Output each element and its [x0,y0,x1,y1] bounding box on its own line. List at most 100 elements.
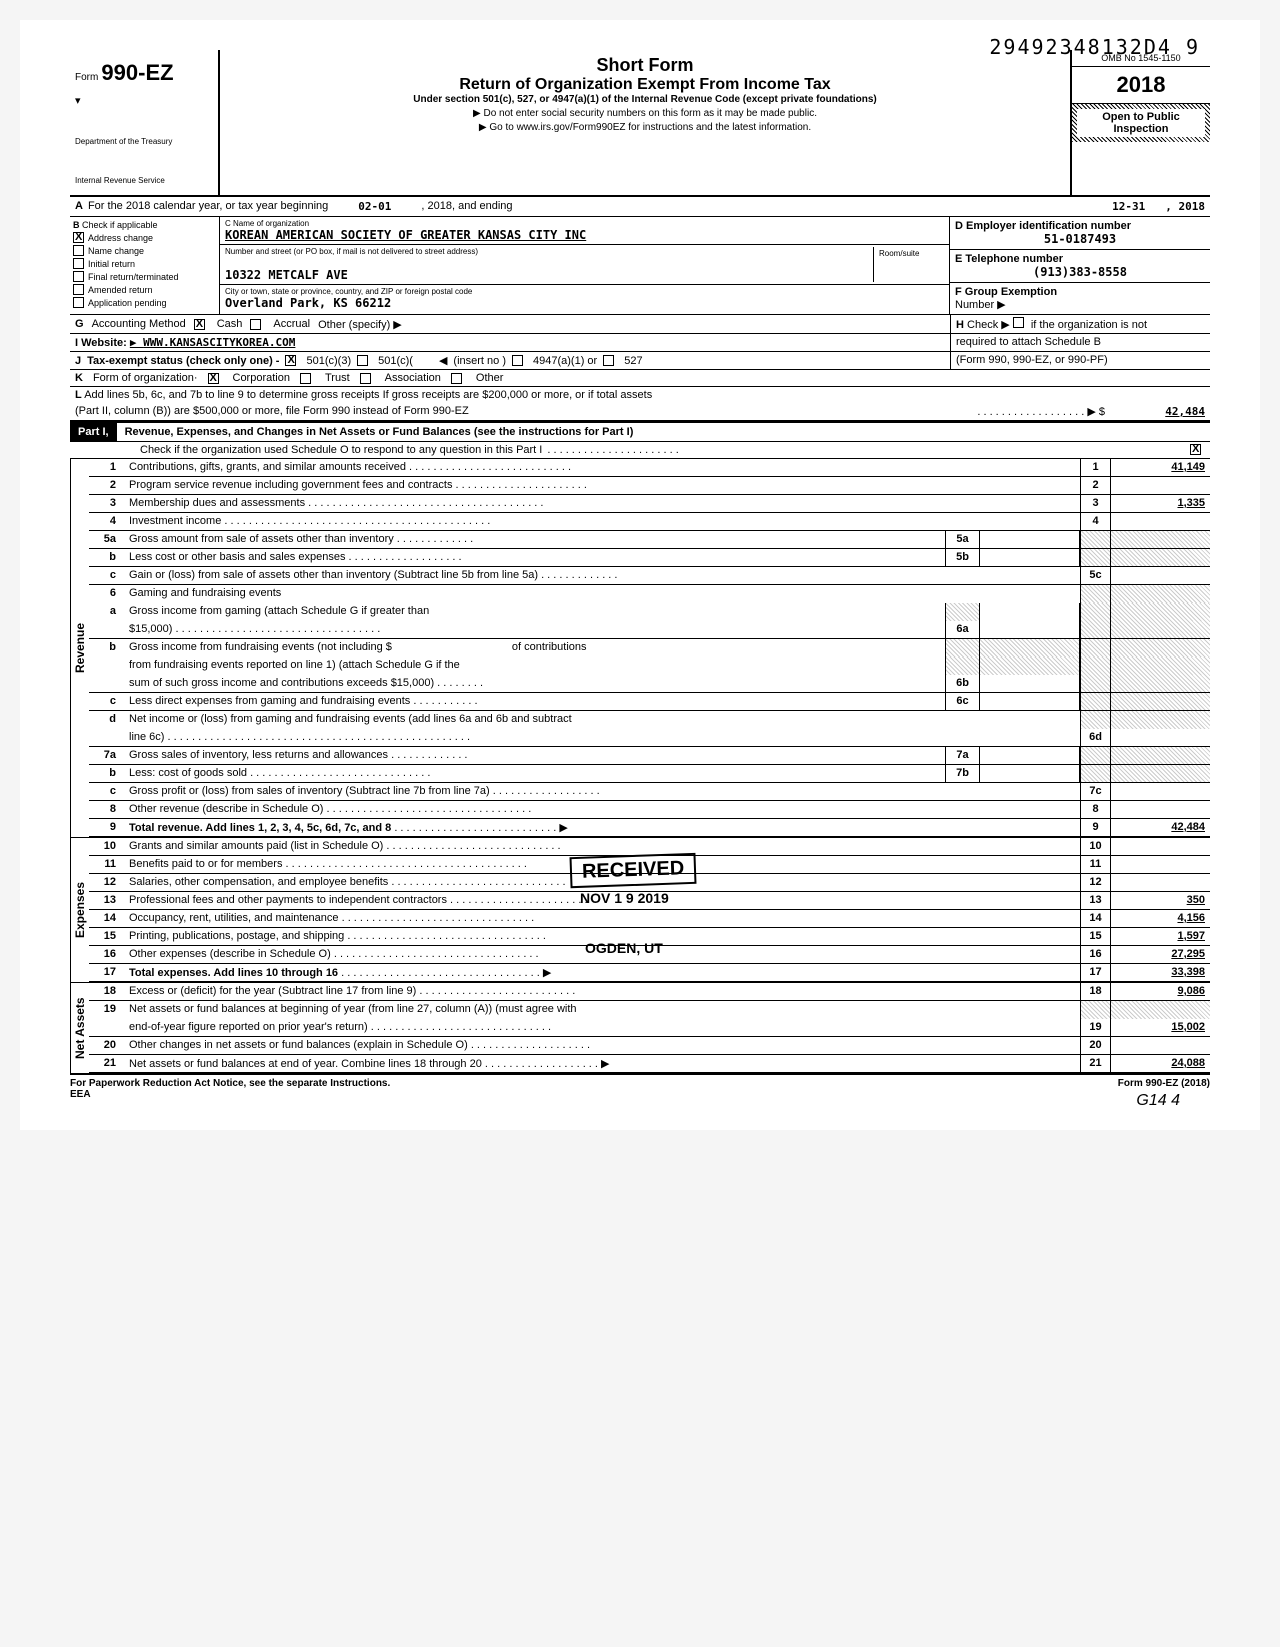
l6d-num: d [89,711,124,729]
lbl-name: Name change [88,246,144,256]
l2-val [1110,477,1210,494]
l5b-num: b [89,549,124,566]
l3-desc: Membership dues and assessments . . . . … [124,495,1080,512]
l6a-desc: Gross income from gaming (attach Schedul… [124,603,945,621]
lbl-initial: Initial return [88,259,135,269]
street: 10322 METCALF AVE [225,268,873,282]
l2-desc: Program service revenue including govern… [124,477,1080,494]
lineH-text1: Check ▶ [967,319,1010,331]
l9-desc: Total revenue. Add lines 1, 2, 3, 4, 5c,… [124,819,1080,836]
lbl-cash: Cash [217,318,243,330]
l7b-mn: 7b [945,765,980,782]
lineK-text: Form of organization· [93,372,198,384]
l12-num: 12 [89,874,124,891]
label-k: K [75,372,83,384]
chk-other-org[interactable] [451,373,462,384]
chk-corp[interactable] [208,373,219,384]
l3-num: 3 [89,495,124,512]
lineJ-text: Tax-exempt status (check only one) - [87,355,279,367]
chk-name[interactable] [73,245,84,256]
l14-en: 14 [1080,910,1110,927]
l7c-num: c [89,783,124,800]
chk-final[interactable] [73,271,84,282]
lineL-text2: (Part II, column (B)) are $500,000 or mo… [75,405,469,418]
l6d-desc2: line 6c) . . . . . . . . . . . . . . . .… [124,729,1080,746]
chk-assoc[interactable] [360,373,371,384]
form-page: 29492348132D4 9 Form 990-EZ ▾ Department… [20,20,1260,1130]
lbl-address: Address change [88,233,153,243]
col-de: D Employer identification number 51-0187… [950,217,1210,314]
city: Overland Park, KS 66212 [225,296,944,310]
l13-en: 13 [1080,892,1110,909]
chk-501c3[interactable] [285,355,296,366]
period-end1: 12-31 [1112,200,1145,213]
chk-accrual[interactable] [250,319,261,330]
l8-desc: Other revenue (describe in Schedule O) .… [124,801,1080,818]
l21-en: 21 [1080,1055,1110,1072]
period-end2: , 2018 [1165,200,1205,213]
l20-en: 20 [1080,1037,1110,1054]
l3-val: 1,335 [1110,495,1210,512]
lbl-pending: Application pending [88,298,167,308]
l6c-desc: Less direct expenses from gaming and fun… [124,693,945,710]
l13-num: 13 [89,892,124,909]
l10-desc: Grants and similar amounts paid (list in… [124,838,1080,855]
dln-number: 29492348132D4 9 [989,35,1200,59]
page-footer-mark: G14 4 [1136,1092,1180,1110]
chk-amended[interactable] [73,284,84,295]
lbl-group-num: Number ▶ [955,298,1205,311]
l5a-mn: 5a [945,531,980,548]
netassets-label: Net Assets [70,983,89,1073]
l15-num: 15 [89,928,124,945]
chk-501c[interactable] [357,355,368,366]
lbl-501c: 501(c)( [378,355,413,367]
chk-initial[interactable] [73,258,84,269]
chk-schedule-o[interactable] [1190,444,1201,455]
row-a-mid: , 2018, and ending [421,200,512,213]
l2-en: 2 [1080,477,1110,494]
l5c-desc: Gain or (loss) from sale of assets other… [124,567,1080,584]
l4-desc: Investment income . . . . . . . . . . . … [124,513,1080,530]
l17-val: 33,398 [1110,964,1210,981]
form-id-box: Form 990-EZ ▾ Department of the Treasury… [70,50,220,195]
row-a: A For the 2018 calendar year, or tax yea… [70,197,1210,217]
chk-trust[interactable] [300,373,311,384]
l6b-desc4: sum of such gross income and contributio… [124,675,945,692]
ein: 51-0187493 [955,232,1205,246]
revenue-label: Revenue [70,459,89,837]
lbl-phone: E Telephone number [955,253,1205,265]
period-begin: 02-01 [358,200,391,213]
l7c-en: 7c [1080,783,1110,800]
l7b-desc: Less: cost of goods sold . . . . . . . .… [124,765,945,782]
chk-address[interactable] [73,232,84,243]
lbl-accrual: Accrual [273,318,310,330]
lbl-group: F Group Exemption [955,286,1057,298]
chk-cash[interactable] [194,319,205,330]
l6d-desc: Net income or (loss) from gaming and fun… [124,711,1080,729]
lbl-final: Final return/terminated [88,272,179,282]
footer: For Paperwork Reduction Act Notice, see … [70,1073,1210,1100]
part1-title: Revenue, Expenses, and Changes in Net As… [117,423,1210,441]
eea: EEA [70,1089,390,1100]
label-b: B [73,220,80,230]
l19-desc2: end-of-year figure reported on prior yea… [124,1019,1080,1036]
open-label: Open to Public [1079,111,1203,123]
l16-en: 16 [1080,946,1110,963]
l6b-desc3: from fundraising events reported on line… [124,657,945,675]
l11-en: 11 [1080,856,1110,873]
paperwork-notice: For Paperwork Reduction Act Notice, see … [70,1078,390,1089]
l5b-mv [980,549,1080,566]
l6b-desc: Gross income from fundraising events (no… [124,639,945,657]
l21-num: 21 [89,1055,124,1072]
l15-en: 15 [1080,928,1110,945]
stamp-received: RECEIVED [569,853,696,888]
chk-527[interactable] [603,355,614,366]
l9-val: 42,484 [1110,819,1210,836]
expenses-label: Expenses [70,838,89,982]
chk-4947[interactable] [512,355,523,366]
lineL-arrow: . . . . . . . . . . . . . . . . . . ▶ $ [977,405,1105,418]
lbl-501c3: 501(c)(3) [306,355,351,367]
chk-pending[interactable] [73,297,84,308]
l14-desc: Occupancy, rent, utilities, and maintena… [124,910,1080,927]
chk-schedule-b[interactable] [1013,317,1024,328]
